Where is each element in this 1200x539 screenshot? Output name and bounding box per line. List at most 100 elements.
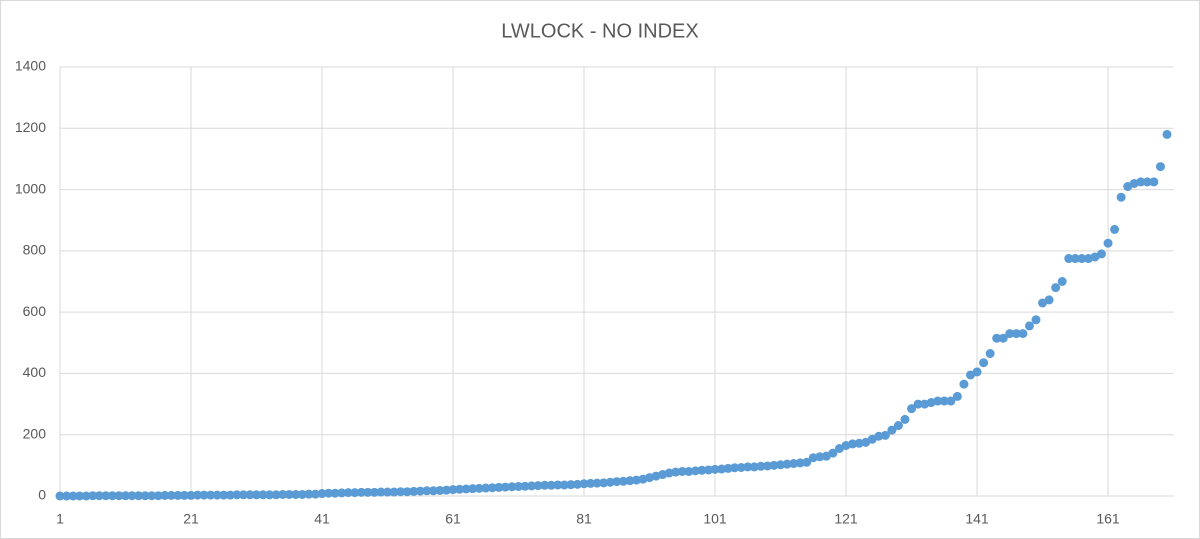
point (723, 463, 733, 473)
point (913, 399, 923, 409)
point (330, 488, 340, 498)
point (199, 490, 209, 500)
point (422, 486, 432, 496)
point (186, 490, 196, 500)
point (815, 452, 825, 462)
x-tick-label: 81 (576, 511, 592, 527)
point (1110, 224, 1120, 234)
point (88, 491, 98, 501)
point (147, 491, 157, 501)
point (1103, 238, 1113, 248)
point (193, 490, 203, 500)
point (258, 490, 268, 500)
point (62, 491, 72, 501)
y-tick-label: 600 (23, 303, 47, 319)
point (343, 488, 353, 498)
y-tick-label: 400 (23, 364, 47, 380)
point (1057, 277, 1067, 286)
point (972, 367, 982, 377)
point (297, 489, 307, 499)
point (979, 358, 989, 368)
y-tick-label: 800 (23, 242, 47, 258)
point (68, 491, 78, 501)
point (153, 491, 163, 501)
point (1142, 177, 1152, 187)
point (271, 490, 281, 500)
point (1064, 254, 1074, 264)
point (324, 488, 334, 498)
point (743, 462, 753, 472)
point (173, 490, 183, 500)
point (1031, 315, 1041, 325)
point (468, 484, 478, 494)
point (1018, 329, 1028, 339)
point (533, 481, 543, 491)
point (566, 480, 576, 490)
point (985, 349, 995, 359)
point (1011, 329, 1021, 339)
point (212, 490, 222, 500)
y-tick-label: 200 (23, 425, 47, 441)
point (1136, 177, 1146, 187)
point (402, 487, 412, 497)
point (605, 477, 615, 487)
point (684, 466, 694, 476)
point (553, 480, 563, 490)
point (1096, 249, 1106, 259)
point (337, 488, 347, 498)
point (81, 491, 91, 501)
point (75, 491, 85, 501)
point (428, 486, 438, 496)
point (789, 459, 799, 469)
point (1155, 162, 1165, 172)
point (500, 482, 510, 492)
point (703, 465, 713, 475)
point (795, 458, 805, 468)
point (802, 457, 812, 467)
point (618, 476, 628, 486)
point (782, 459, 792, 469)
y-tick-label: 1000 (15, 180, 46, 196)
point (265, 490, 275, 500)
point (369, 487, 379, 497)
point (278, 489, 288, 499)
point (94, 491, 104, 501)
point (730, 463, 740, 473)
x-tick-label: 61 (445, 511, 461, 527)
y-tick-label: 1200 (15, 119, 46, 135)
point (520, 481, 530, 491)
point (1116, 192, 1126, 202)
point (959, 379, 969, 389)
point (409, 486, 419, 496)
x-tick-label: 161 (1096, 511, 1120, 527)
point (114, 491, 124, 501)
point (415, 486, 425, 496)
point (664, 468, 674, 478)
point (166, 490, 176, 500)
point (808, 453, 818, 463)
x-tick-label: 1 (56, 511, 64, 527)
point (219, 490, 229, 500)
point (749, 462, 759, 472)
point (1162, 129, 1172, 139)
point (1024, 321, 1034, 331)
point (769, 460, 779, 470)
point (710, 464, 720, 474)
point (880, 430, 890, 440)
point (527, 481, 537, 491)
point (592, 478, 602, 488)
point (736, 463, 746, 473)
point (854, 438, 864, 448)
point (284, 489, 294, 499)
point (559, 480, 569, 490)
point (363, 487, 373, 497)
point (507, 482, 517, 492)
point (952, 391, 962, 401)
point (441, 485, 451, 495)
x-tick-label: 141 (965, 511, 989, 527)
point (232, 490, 242, 500)
point (252, 490, 262, 500)
point (225, 490, 235, 500)
point (514, 482, 524, 492)
